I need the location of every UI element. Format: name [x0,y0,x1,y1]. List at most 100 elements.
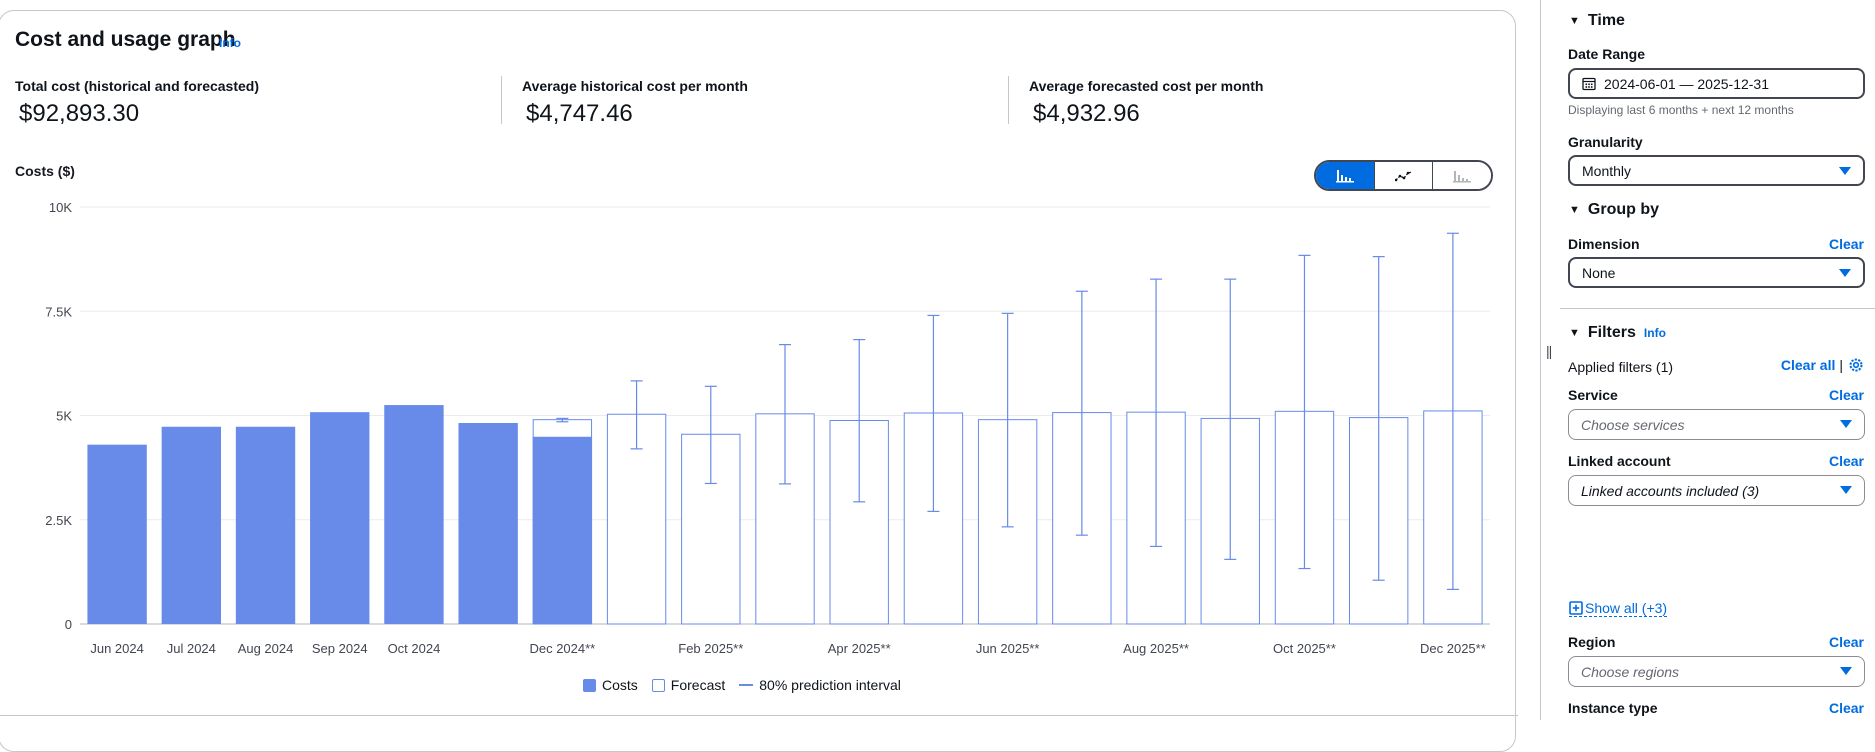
x-tick-label: Dec 2024** [529,641,595,656]
y-tick-label: 10K [49,200,72,215]
graph-info-link[interactable]: Info [219,36,241,50]
service-label: Service [1568,387,1618,403]
region-label: Region [1568,634,1616,650]
panel-divider [1540,0,1541,720]
x-tick-label: Oct 2025** [1273,641,1336,656]
x-tick-label: Aug 2024 [238,641,294,656]
dropdown-caret-icon [1839,269,1851,277]
interval-swatch [739,684,754,686]
region-select[interactable]: Choose regions [1568,656,1865,687]
x-tick-label: Jul 2024 [167,641,216,656]
kpi-divider [501,76,502,124]
region-clear-link[interactable]: Clear [1828,634,1864,650]
region-placeholder: Choose regions [1581,663,1680,680]
caret-down-icon: ▼ [1569,327,1580,339]
show-all-filters-link[interactable]: Show all (+3) [1569,600,1668,617]
kpi-label: Average historical cost per month [522,78,748,94]
card-bottom-border [0,715,1518,716]
dimension-select[interactable]: None [1568,257,1865,288]
dropdown-caret-icon [1840,486,1852,494]
x-tick-label: Sep 2024 [312,641,368,656]
kpi-avg-forecasted: Average forecasted cost per month $4,932… [1029,78,1263,128]
granularity-label: Granularity [1568,134,1643,150]
x-tick-label: Aug 2025** [1123,641,1189,656]
kpi-value: $4,932.96 [1033,100,1140,127]
kpi-label: Total cost (historical and forecasted) [15,78,260,94]
filters-actions: Clear all | [1781,356,1865,374]
cost-bar [384,405,444,624]
group-by-heading: Group by [1587,201,1659,218]
stacked-bar-chart-button[interactable] [1433,162,1491,189]
granularity-value: Monthly [1582,162,1632,179]
legend-forecast[interactable]: Forecast [651,677,726,693]
group-by-section-header[interactable]: ▼ Group by [1569,201,1659,219]
line-chart-icon [1394,170,1412,181]
granularity-select[interactable]: Monthly [1568,155,1865,186]
chart-legend: Costs Forecast 80% prediction interval [583,677,901,693]
dropdown-caret-icon [1840,667,1852,675]
time-heading: Time [1587,12,1625,29]
legend-forecast-label: Forecast [670,677,726,693]
caret-down-icon: ▼ [1569,15,1580,27]
filters-heading: Filters [1587,324,1636,341]
expand-plus-icon [1569,601,1583,615]
y-tick-label: 0 [65,617,72,632]
filters-info-link[interactable]: Info [1643,326,1666,340]
service-clear-link[interactable]: Clear [1828,387,1864,403]
caret-down-icon: ▼ [1569,204,1580,216]
kpi-divider [1008,76,1009,124]
stacked-bar-chart-icon [1453,170,1472,182]
settings-gear-icon[interactable] [1847,356,1865,374]
y-tick-label: 5K [56,409,72,424]
kpi-label: Average forecasted cost per month [1029,78,1264,94]
linked-account-select[interactable]: Linked accounts included (3) [1568,475,1865,506]
cost-chart: 0 2.5K 5K 7.5K 10K Jun 2024 Jul 2024 Aug 2024 Se… [45,200,1490,656]
time-section-header[interactable]: ▼ Time [1569,12,1625,30]
filters-section-header[interactable]: ▼ Filters Info [1569,324,1666,342]
actions-separator: | [1839,357,1843,373]
applied-filters-text: Applied filters (1) [1568,359,1674,375]
dimension-label: Dimension [1568,236,1640,252]
dimension-clear-link[interactable]: Clear [1828,236,1864,252]
costs-swatch [583,678,596,692]
cost-bar [235,426,296,624]
date-range-input[interactable]: 2024-06-01 — 2025-12-31 [1568,68,1865,99]
y-tick-label: 7.5K [45,304,72,319]
costs-axis-label: Costs ($) [15,163,75,179]
x-tick-label: Feb 2025** [678,641,743,656]
kpi-value: $4,747.46 [526,100,633,127]
cost-usage-graph-card [0,10,1516,752]
linked-account-clear-link[interactable]: Clear [1828,453,1864,469]
drag-handle-icon[interactable]: || [1546,343,1552,359]
x-tick-label: Jun 2024 [90,641,144,656]
bar-chart-button[interactable] [1316,162,1375,189]
instance-type-clear-link[interactable]: Clear [1828,700,1864,716]
chart-type-toggle [1314,160,1493,191]
dropdown-caret-icon [1840,420,1852,428]
legend-interval-label: 80% prediction interval [759,677,901,693]
legend-costs[interactable]: Costs [583,677,638,693]
section-divider [1560,308,1875,309]
cost-bar [532,436,593,624]
x-tick-label: Dec 2025** [1420,641,1486,656]
date-range-label: Date Range [1568,46,1646,62]
instance-type-label: Instance type [1568,700,1658,716]
bar-chart-icon [1335,169,1354,182]
y-tick-label: 2.5K [45,513,72,528]
dropdown-caret-icon [1839,167,1851,175]
calendar-icon [1582,77,1596,90]
clear-all-link[interactable]: Clear all [1780,357,1836,373]
x-tick-label: Jun 2025** [976,641,1040,656]
cost-bar [161,426,221,624]
graph-title: Cost and usage graph [15,28,236,51]
line-chart-button[interactable] [1374,162,1434,189]
legend-interval[interactable]: 80% prediction interval [739,677,901,693]
legend-costs-label: Costs [602,677,638,693]
date-range-value: 2024-06-01 — 2025-12-31 [1604,75,1770,92]
x-tick-label: Apr 2025** [828,641,891,656]
linked-account-value: Linked accounts included (3) [1581,482,1760,499]
date-range-description: Displaying last 6 months + next 12 month… [1568,103,1794,117]
service-select[interactable]: Choose services [1568,409,1865,440]
cost-bar [458,423,518,624]
kpi-avg-historical: Average historical cost per month $4,747… [522,78,748,128]
